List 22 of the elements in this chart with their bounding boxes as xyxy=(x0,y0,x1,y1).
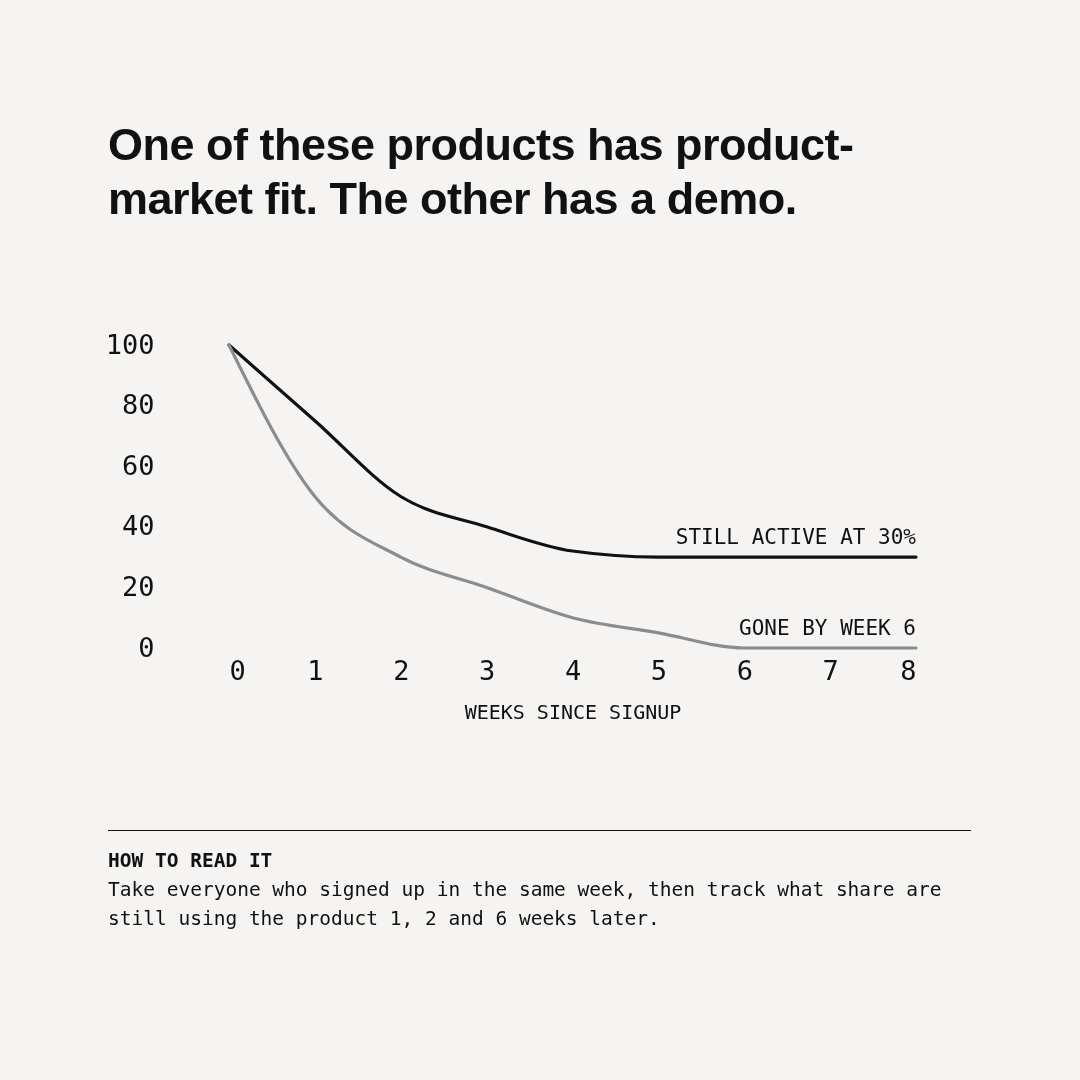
x-tick-label: 2 xyxy=(393,654,410,686)
y-tick-label: 100 xyxy=(105,328,155,360)
text: Take everyone who signed up in the same week, then track what share are still using the product 1, 2 and 6 weeks later. xyxy=(108,877,943,932)
y-tick-label: 80 xyxy=(121,389,155,421)
text: HOW TO READ IT xyxy=(108,848,274,874)
y-tick-label: 0 xyxy=(138,631,155,663)
x-tick-label: 5 xyxy=(650,654,668,686)
y-tick-label: 60 xyxy=(121,449,155,481)
series-label: STILL ACTIVE AT 30% xyxy=(675,525,917,550)
chart-title: One of these products has product-market fit. The other has a demo. xyxy=(108,118,855,226)
y-tick-label: 40 xyxy=(121,510,155,542)
x-tick-label: 0 xyxy=(229,654,246,686)
x-tick-label: 4 xyxy=(564,654,582,686)
y-tick-label: 20 xyxy=(121,570,155,602)
x-tick-label: 7 xyxy=(822,654,839,686)
x-tick-label: 8 xyxy=(900,654,917,686)
series-label: GONE BY WEEK 6 xyxy=(738,616,916,640)
x-tick-label: 3 xyxy=(478,654,496,686)
x-tick-label: 1 xyxy=(307,654,324,686)
x-axis-title: WEEKS SINCE SIGNUP xyxy=(464,699,682,724)
x-tick-label: 6 xyxy=(736,654,753,686)
line-series xyxy=(227,343,918,650)
